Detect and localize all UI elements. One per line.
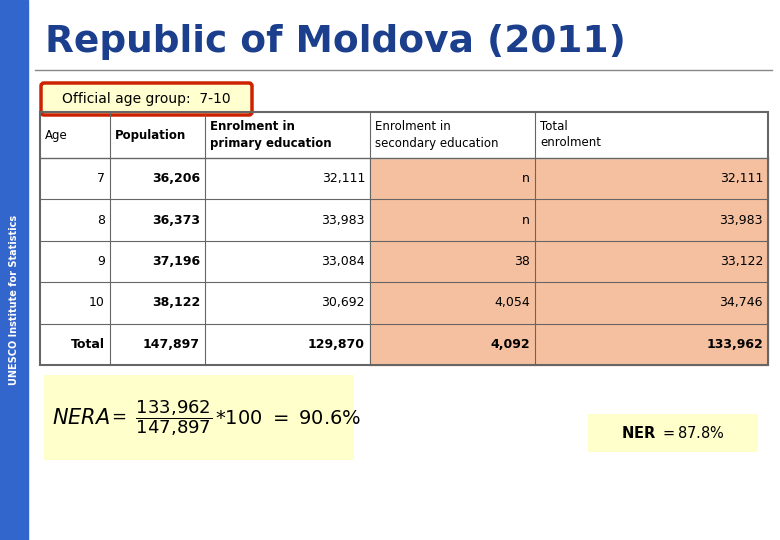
Text: 4,092: 4,092	[491, 338, 530, 351]
Text: Enrolment in
primary education: Enrolment in primary education	[210, 120, 332, 150]
Text: 4,054: 4,054	[495, 296, 530, 309]
Text: 36,206: 36,206	[152, 172, 200, 185]
Text: 36,373: 36,373	[152, 214, 200, 227]
Text: 129,870: 129,870	[308, 338, 365, 351]
Bar	[44, 375, 354, 460]
Bar	[40, 323, 370, 365]
FancyBboxPatch shape	[41, 83, 252, 115]
Text: n: n	[522, 172, 530, 185]
Bar	[370, 282, 768, 323]
Text: Official age group:  7-10: Official age group: 7-10	[62, 92, 231, 106]
Text: Age: Age	[45, 129, 68, 141]
Text: 10: 10	[89, 296, 105, 309]
Text: Enrolment in
secondary education: Enrolment in secondary education	[375, 120, 498, 150]
Text: 9: 9	[98, 255, 105, 268]
Bar	[370, 323, 768, 365]
Text: 38: 38	[514, 255, 530, 268]
Text: 32,111: 32,111	[321, 172, 365, 185]
Text: 34,746: 34,746	[719, 296, 763, 309]
Text: 33,983: 33,983	[321, 214, 365, 227]
Text: n: n	[522, 214, 530, 227]
Text: 147,897: 147,897	[143, 338, 200, 351]
Text: 30,692: 30,692	[321, 296, 365, 309]
Text: Total
enrolment: Total enrolment	[540, 120, 601, 150]
Text: 32,111: 32,111	[720, 172, 763, 185]
Text: $\mathbf{NER}\ \mathit{= 87.8\%}$: $\mathbf{NER}\ \mathit{= 87.8\%}$	[622, 425, 725, 441]
Text: 133,962: 133,962	[706, 338, 763, 351]
Bar	[370, 241, 768, 282]
Bar	[370, 199, 768, 241]
Bar	[40, 158, 370, 199]
Text: 8: 8	[97, 214, 105, 227]
Text: Total: Total	[71, 338, 105, 351]
Bar	[40, 112, 768, 158]
Bar	[588, 414, 758, 452]
Text: 37,196: 37,196	[152, 255, 200, 268]
Text: 33,084: 33,084	[321, 255, 365, 268]
Bar	[40, 282, 370, 323]
Bar	[370, 158, 768, 199]
Text: 33,122: 33,122	[720, 255, 763, 268]
Bar	[40, 112, 768, 365]
Bar	[40, 241, 370, 282]
Text: Republic of Moldova (2011): Republic of Moldova (2011)	[45, 24, 626, 60]
Text: UNESCO Institute for Statistics: UNESCO Institute for Statistics	[9, 215, 19, 385]
Text: $\mathit{NERA}$: $\mathit{NERA}$	[52, 408, 110, 428]
Text: 33,983: 33,983	[719, 214, 763, 227]
Text: 38,122: 38,122	[152, 296, 200, 309]
Text: $\mathit{=}\ \dfrac{133{,}962}{147{,}897}$: $\mathit{=}\ \dfrac{133{,}962}{147{,}897…	[108, 398, 212, 438]
Text: Population: Population	[115, 129, 186, 141]
Bar	[40, 199, 370, 241]
Bar	[0, 0, 28, 540]
Text: $\mathit{*100\ =\ 90.6\%}$: $\mathit{*100\ =\ 90.6\%}$	[215, 408, 361, 428]
Text: 7: 7	[97, 172, 105, 185]
